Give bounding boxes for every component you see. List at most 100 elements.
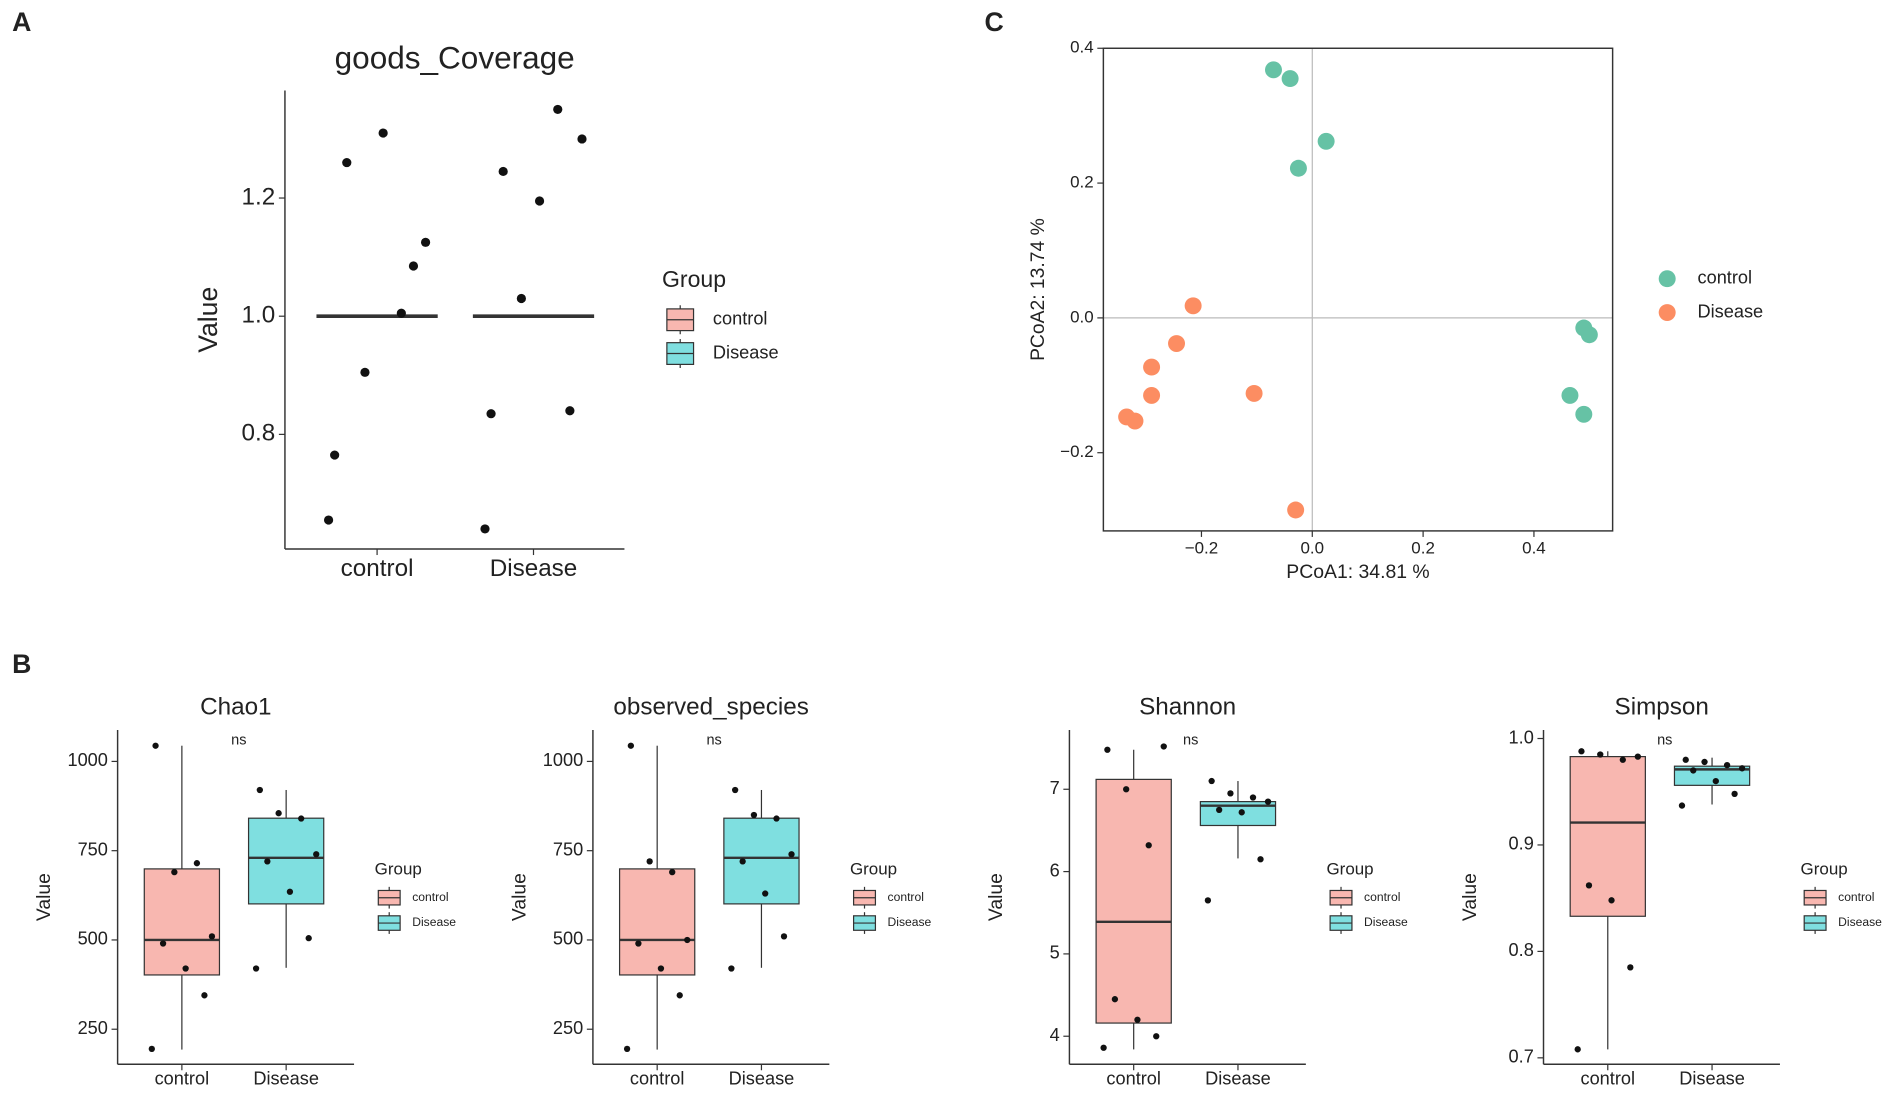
point: [773, 815, 780, 822]
point: [1738, 765, 1746, 772]
y-tick-label: 0.4: [1070, 38, 1094, 57]
legend-label: Disease: [1838, 915, 1882, 929]
point: [1104, 746, 1111, 753]
y-tick-label: 250: [553, 1018, 583, 1038]
y-tick-label: 0.2: [1070, 173, 1094, 192]
chart-title: Chao1: [200, 694, 271, 721]
y-tick-label: 7: [1050, 778, 1060, 798]
legend-marker: [1658, 304, 1676, 321]
point: [1597, 751, 1604, 758]
point: [201, 992, 208, 999]
point: [159, 940, 167, 947]
point: [323, 515, 334, 525]
point: [669, 868, 676, 876]
y-tick-label: 0.9: [1509, 834, 1534, 854]
legend-label: control: [1698, 268, 1753, 288]
chart-title: goods_Coverage: [335, 41, 575, 76]
x-tick-label: 0.4: [1522, 538, 1546, 557]
legend-label: Disease: [412, 915, 456, 929]
point: [657, 965, 665, 972]
y-tick-label: 1000: [67, 750, 107, 770]
y-tick-label: 1.2: [242, 183, 276, 210]
point: [1238, 809, 1245, 816]
box: [247, 817, 325, 905]
point: [1153, 1033, 1160, 1040]
point: [1701, 758, 1708, 766]
legend-title: Group: [1801, 859, 1848, 878]
x-tick-label: Disease: [729, 1069, 795, 1089]
y-tick-label: 4: [1050, 1025, 1060, 1045]
legend-title: Group: [375, 859, 422, 878]
point: [646, 858, 653, 865]
point: [684, 936, 691, 944]
legend-label: Disease: [1364, 915, 1408, 929]
y-axis-label: PCoA2: 13.74 %: [1027, 218, 1049, 361]
annotation: ns: [231, 733, 246, 749]
point: [286, 888, 294, 895]
point: [264, 858, 271, 865]
point: [1682, 756, 1689, 763]
point: [182, 965, 189, 972]
point: [1289, 159, 1307, 177]
point: [728, 965, 735, 972]
point: [313, 851, 320, 858]
x-tick-label: control: [341, 555, 414, 582]
point: [1126, 412, 1144, 430]
point: [1585, 882, 1593, 889]
point: [577, 134, 587, 144]
panel-label: A: [12, 7, 31, 37]
point: [305, 935, 312, 942]
point: [1690, 767, 1697, 774]
point: [788, 851, 795, 858]
point: [1111, 996, 1119, 1003]
y-tick-label: 750: [78, 840, 108, 860]
point: [750, 811, 758, 819]
panel-label: C: [985, 7, 1004, 37]
point: [1257, 856, 1264, 863]
plot-border: [1102, 47, 1614, 532]
point: [676, 992, 683, 999]
legend-label: control: [1838, 890, 1874, 904]
point: [420, 237, 431, 247]
box: [1569, 756, 1646, 917]
point: [480, 524, 490, 534]
y-axis-label: Value: [508, 873, 530, 921]
point: [731, 786, 739, 794]
y-tick-label: 500: [553, 929, 583, 949]
point: [1264, 798, 1272, 805]
point: [1145, 842, 1152, 849]
point: [516, 293, 526, 304]
point: [627, 742, 635, 749]
legend-marker: [1658, 270, 1676, 288]
x-tick-label: control: [155, 1069, 210, 1089]
box: [1095, 778, 1172, 1024]
point: [1608, 897, 1615, 904]
y-tick-label: 1000: [543, 750, 583, 770]
point: [256, 786, 263, 794]
chart-title: observed_species: [613, 694, 808, 721]
point: [298, 815, 305, 822]
point: [1575, 405, 1593, 423]
y-axis-label: Value: [33, 873, 55, 921]
point: [565, 406, 575, 416]
legend-title: Group: [850, 859, 897, 878]
point: [1580, 326, 1598, 344]
box: [723, 817, 800, 905]
point: [378, 128, 388, 138]
point: [623, 1045, 631, 1053]
point: [1574, 1046, 1581, 1053]
y-tick-label: 0.0: [1070, 307, 1094, 326]
point: [635, 940, 642, 947]
point: [1265, 61, 1282, 79]
chart-title: Shannon: [1139, 694, 1236, 721]
point: [275, 810, 282, 817]
y-axis-label: Value: [985, 873, 1007, 921]
point: [1245, 384, 1263, 402]
point: [1184, 297, 1202, 315]
point: [486, 409, 496, 419]
y-tick-label: 750: [553, 840, 583, 860]
point: [1123, 786, 1130, 793]
legend-label: control: [412, 890, 448, 904]
